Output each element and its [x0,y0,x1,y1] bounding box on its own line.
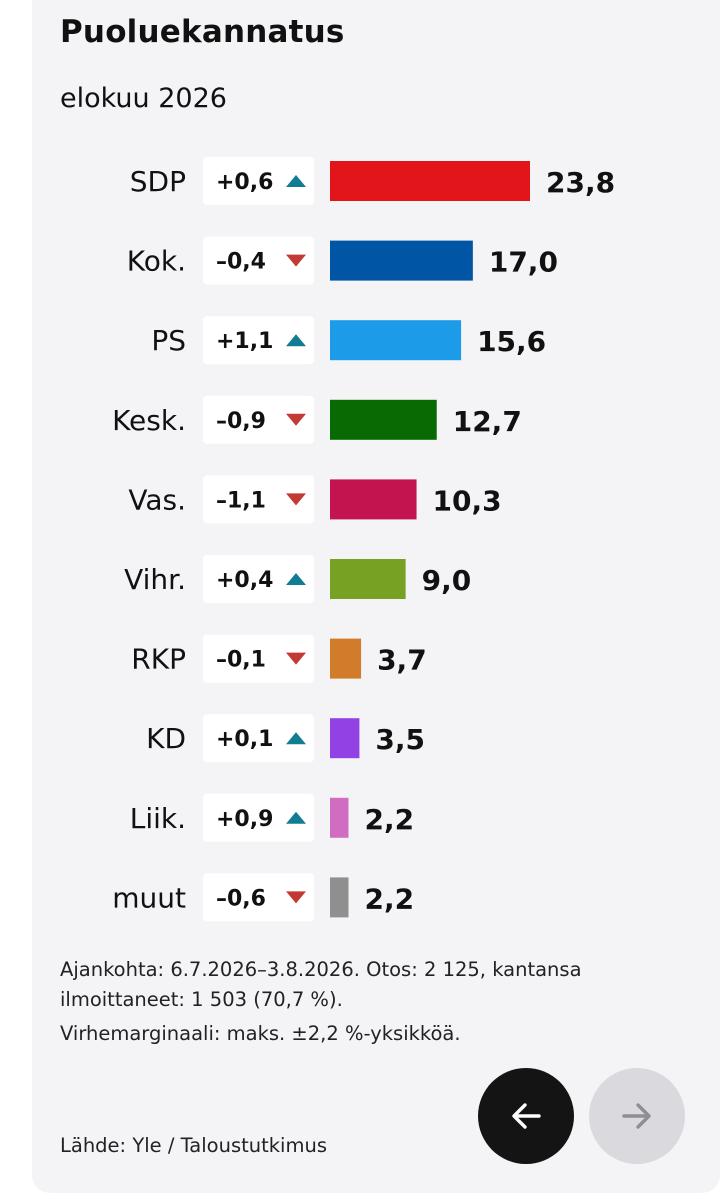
change-label: –0,1 [216,648,266,673]
bar [330,877,349,918]
bar-row: Kesk. –0,9 12,7 [112,395,522,444]
bar-row: muut –0,6 2,2 [112,873,414,922]
triangle-up-icon [286,732,306,745]
notes-margin-line: Virhemarginaali: maks. ±2,2 %-yksikköä. [60,1022,461,1045]
arrow-right-icon [622,1103,651,1129]
bar-row: Vihr. +0,4 9,0 [124,555,471,603]
triangle-down-icon [286,254,306,267]
bar [330,638,362,679]
category-label: RKP [131,643,186,676]
triangle-up-icon [286,573,306,585]
bar [330,161,530,201]
value-label: 3,5 [375,723,425,756]
triangle-down-icon [286,493,306,506]
chart-source: Lähde: Yle / Taloustutkimus [60,1134,327,1157]
triangle-up-icon [286,811,306,824]
bar-row: Vas. –1,1 10,3 [128,475,502,524]
notes-period-line: Ajankohta: 6.7.2026–3.8.2026. Otos: 2 12… [60,958,582,981]
triangle-down-icon [286,891,306,904]
bar-row: KD +0,1 3,5 [146,714,425,763]
category-label: muut [112,881,186,914]
category-label: Kesk. [112,404,186,437]
category-label: Vihr. [124,563,186,596]
value-label: 2,2 [364,803,414,836]
bar-row: SDP +0,6 23,8 [130,157,615,205]
change-box [203,634,314,683]
category-label: Kok. [127,245,186,278]
bar-row: Kok. –0,4 17,0 [127,236,558,285]
arrow-left-icon [512,1103,541,1129]
bar [330,240,473,281]
change-box [203,475,314,524]
change-box [203,555,314,603]
change-box [203,157,314,205]
category-label: KD [146,722,186,755]
bar-row: PS +1,1 15,6 [151,316,546,365]
change-label: –0,9 [216,409,266,434]
value-label: 17,0 [489,246,558,279]
change-label: +0,9 [216,807,273,832]
notes-sample-line: ilmoittaneet: 1 503 (70,7 %). [60,988,343,1011]
triangle-down-icon [286,652,306,665]
party-support-chart: SDP +0,6 23,8 Kok. –0,4 17,0 PS +1,1 15,6 Kesk. –0… [112,157,615,922]
value-label: 9,0 [422,564,472,597]
category-label: PS [151,324,186,357]
bar-row: Liik. +0,9 2,2 [130,793,414,842]
bar [330,399,437,440]
bar [330,797,349,838]
change-label: +0,4 [216,568,273,593]
change-label: –0,6 [216,886,266,911]
value-label: 3,7 [377,644,427,677]
chart-notes: Ajankohta: 6.7.2026–3.8.2026. Otos: 2 12… [60,955,660,1049]
change-box [203,873,314,922]
previous-button[interactable] [478,1068,574,1164]
category-label: SDP [130,165,186,198]
change-box [203,395,314,444]
triangle-up-icon [286,334,306,347]
change-label: –0,4 [216,250,266,275]
value-label: 12,7 [453,405,522,438]
value-label: 2,2 [364,882,414,915]
triangle-down-icon [286,413,306,426]
change-box [203,714,314,763]
change-label: +1,1 [216,329,273,354]
chart-subtitle: elokuu 2026 [60,83,227,114]
category-label: Vas. [128,483,186,516]
bar-row: RKP –0,1 3,7 [131,634,427,683]
bar [330,320,462,361]
chart-title: Puoluekannatus [60,14,345,50]
triangle-up-icon [286,175,306,187]
bar [330,559,406,599]
value-label: 23,8 [546,166,615,199]
value-label: 15,6 [477,325,546,358]
value-label: 10,3 [433,484,502,517]
change-label: +0,1 [216,727,273,752]
change-box [203,793,314,842]
bar [330,718,360,759]
category-label: Liik. [130,802,186,835]
change-box [203,316,314,365]
change-label: +0,6 [216,170,273,195]
bar [330,479,417,520]
next-button[interactable] [589,1068,685,1164]
change-label: –1,1 [216,488,266,513]
change-box [203,236,314,285]
